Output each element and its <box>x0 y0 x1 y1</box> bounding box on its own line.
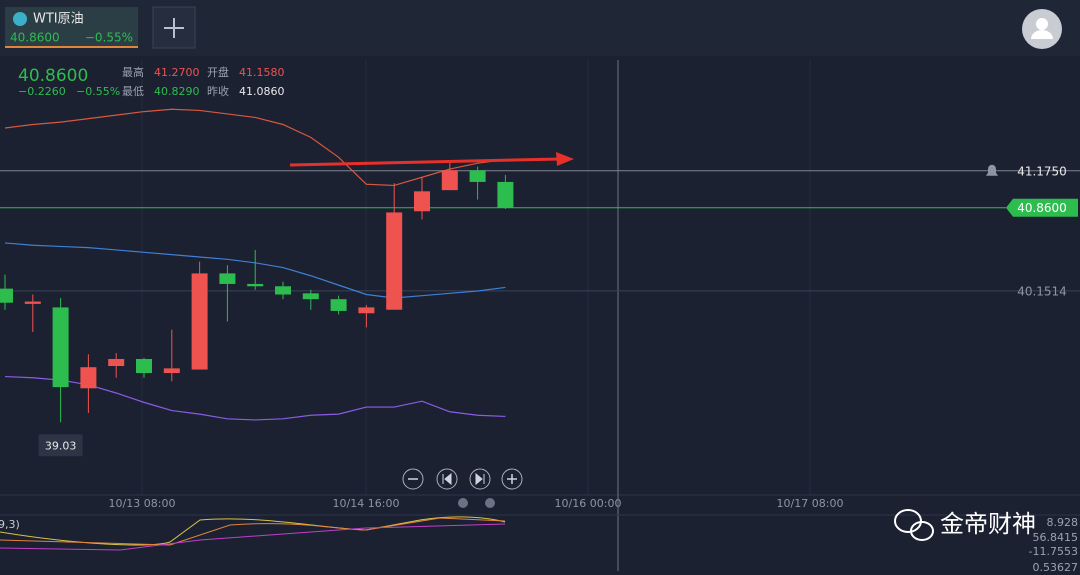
quote-change-pct: −0.55% <box>76 85 120 98</box>
nav-buttons <box>402 468 523 508</box>
watermark: 金帝财神 <box>894 509 1036 541</box>
avatar-body <box>1031 30 1053 39</box>
wechat-icon <box>910 521 934 541</box>
candle-body <box>191 273 208 370</box>
price-label: 40.1514 <box>1017 284 1067 298</box>
candle-body <box>414 191 430 212</box>
instrument-tab[interactable]: WTI原油 40.8600 −0.55% <box>5 7 138 48</box>
wechat-icon <box>894 509 922 533</box>
candle-body <box>247 283 264 287</box>
candle-body <box>386 212 403 310</box>
tab-name: WTI原油 <box>33 12 84 27</box>
time-label: 10/14 16:00 <box>333 497 400 510</box>
tab-bg <box>5 7 138 48</box>
indicator-line <box>0 523 506 551</box>
arrow-annotation <box>289 152 574 167</box>
indicator-panel: 9,3) 8.928 56.8415 -11.7553 0.53627 <box>0 514 1080 574</box>
tab-change: −0.55% <box>85 31 133 45</box>
go-end[interactable] <box>469 468 491 490</box>
value: 41.0860 <box>239 85 285 98</box>
value: 41.2700 <box>154 66 200 79</box>
candle-body <box>52 307 69 388</box>
indicator-params: 9,3) <box>0 518 20 531</box>
dot <box>458 498 468 508</box>
candle-body <box>80 367 97 389</box>
zoom-out[interactable] <box>402 468 424 490</box>
tooltip-text: 39.03 <box>45 439 77 452</box>
indicator-line <box>0 516 506 546</box>
indicator-value: 56.8415 <box>1033 531 1079 544</box>
candle-body <box>302 293 319 300</box>
value: 41.1580 <box>239 66 285 79</box>
alert-icon <box>986 164 998 176</box>
tab-underline <box>5 46 138 48</box>
price-label: 41.1750 <box>1017 164 1067 178</box>
watermark-text: 金帝财神 <box>940 510 1036 538</box>
button-ring <box>402 468 424 490</box>
button-ring <box>501 468 523 490</box>
add-tab-box <box>152 6 196 49</box>
avatar-button[interactable] <box>1022 9 1062 49</box>
indicator-line <box>0 517 506 546</box>
dot <box>485 498 495 508</box>
arrow-head <box>556 152 574 166</box>
tooltip-bg <box>38 434 83 457</box>
candle-body <box>330 299 347 311</box>
label: 最低 <box>122 85 144 98</box>
button-ring <box>469 468 491 490</box>
zoom-in[interactable] <box>501 468 523 490</box>
indicator-value: 8.928 <box>1047 516 1079 529</box>
candle-body <box>497 181 514 208</box>
add-tab-button[interactable] <box>152 6 196 49</box>
price-tag <box>1006 198 1078 217</box>
add-tab-icon <box>164 18 184 38</box>
indicator-value: 0.53627 <box>1033 561 1079 571</box>
indicator-value: -11.7553 <box>1029 545 1078 558</box>
label: 最高 <box>122 65 144 79</box>
price-label: 40.8600 <box>1017 201 1067 215</box>
candle-body <box>163 368 180 374</box>
candle-body <box>136 358 152 374</box>
button-icon <box>507 474 517 484</box>
label: 开盘 <box>207 65 229 79</box>
quote-price: 40.8600 <box>18 66 88 86</box>
quote-change: −0.2260 <box>18 85 66 98</box>
time-label: 10/16 00:00 <box>555 497 622 510</box>
quote-panel: 40.8600 −0.2260 −0.55% 最高 41.2700 开盘 41.… <box>18 65 285 98</box>
button-icon <box>475 472 485 486</box>
tab-icon <box>13 12 27 26</box>
arrow-shaft <box>289 157 561 167</box>
candle-body <box>358 307 375 314</box>
candle-body <box>108 358 125 367</box>
avatar-head <box>1036 18 1048 30</box>
candle-body <box>24 301 41 304</box>
value: 40.8290 <box>154 85 200 98</box>
candle-body <box>441 170 458 191</box>
plot: 10/13 08:00 10/14 16:00 10/16 00:00 10/17 0… <box>0 60 1080 571</box>
button-ring <box>436 468 458 490</box>
time-label: 10/17 08:00 <box>777 497 844 510</box>
time-label: 10/13 08:00 <box>109 497 176 510</box>
go-start[interactable] <box>436 468 458 490</box>
tab-price: 40.8600 <box>10 31 60 45</box>
candle-body <box>469 170 486 182</box>
candle-body <box>219 273 236 284</box>
candle-body <box>0 288 13 303</box>
label: 昨收 <box>207 84 229 98</box>
button-icon <box>442 472 452 486</box>
candle-body <box>275 286 291 295</box>
